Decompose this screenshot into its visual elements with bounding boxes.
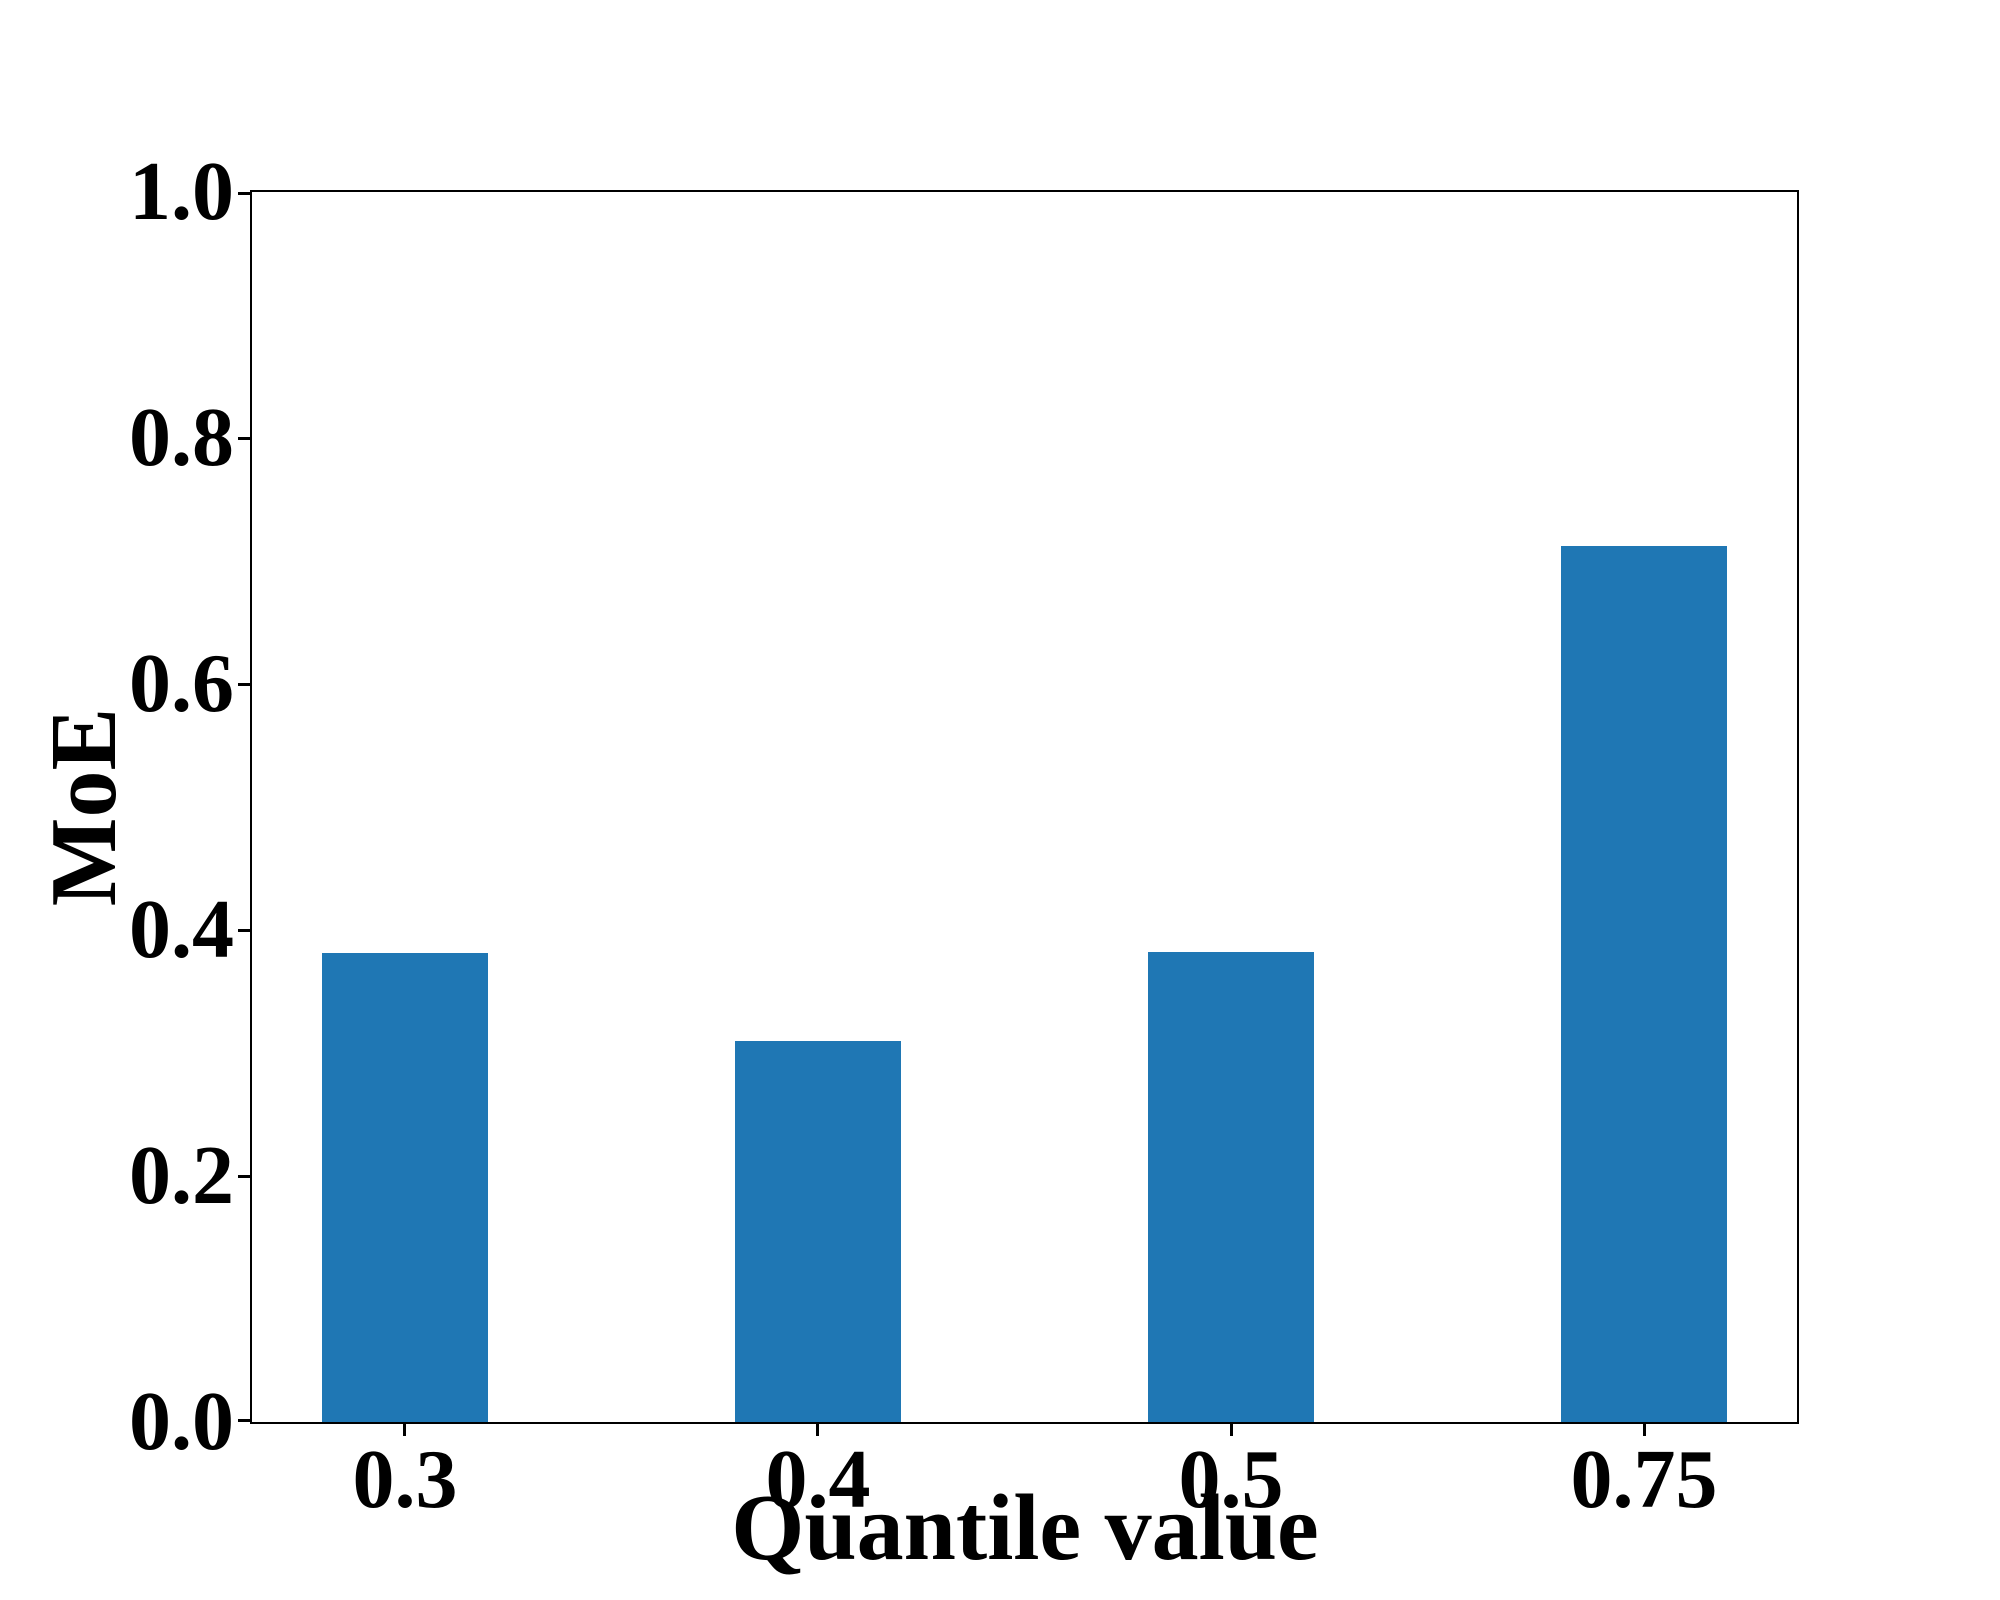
x-axis-tick xyxy=(1229,1424,1233,1436)
x-axis-tick xyxy=(816,1424,820,1436)
y-axis-tick-label: 0.8 xyxy=(129,391,234,484)
x-axis-label: Quantile value xyxy=(731,1476,1319,1580)
bar-0.3 xyxy=(321,953,488,1422)
bar-0.4 xyxy=(734,1041,901,1422)
y-axis-tick-label: 0.0 xyxy=(129,1375,234,1468)
y-axis-label: MoE xyxy=(32,707,136,907)
y-axis-tick-label: 1.0 xyxy=(129,145,234,238)
y-axis-tick-label: 0.6 xyxy=(129,637,234,730)
plot-area: 0.0 0.2 0.4 0.6 0.8 1.0 0.3 0.4 0.5 0.75 xyxy=(129,150,1799,1522)
y-axis-tick-label: 0.4 xyxy=(129,883,234,976)
y-axis-tick xyxy=(238,192,250,195)
x-axis-tick xyxy=(1642,1424,1646,1436)
y-axis-tick xyxy=(238,1174,250,1178)
y-axis-tick xyxy=(238,436,250,440)
x-axis-tick-label: 0.3 xyxy=(352,1433,458,1526)
y-axis-tick xyxy=(238,928,250,932)
bar-0.75 xyxy=(1561,546,1728,1422)
x-axis-tick-label: 0.5 xyxy=(1178,1433,1284,1526)
y-axis-tick xyxy=(238,682,250,686)
x-axis-tick-label: 0.4 xyxy=(765,1433,871,1526)
bar-0.5 xyxy=(1148,952,1314,1422)
x-axis-tick-label: 0.75 xyxy=(1570,1433,1718,1526)
y-axis-tick-label: 0.2 xyxy=(129,1129,234,1222)
y-axis-tick xyxy=(238,1419,250,1422)
x-axis-tick xyxy=(403,1424,407,1436)
